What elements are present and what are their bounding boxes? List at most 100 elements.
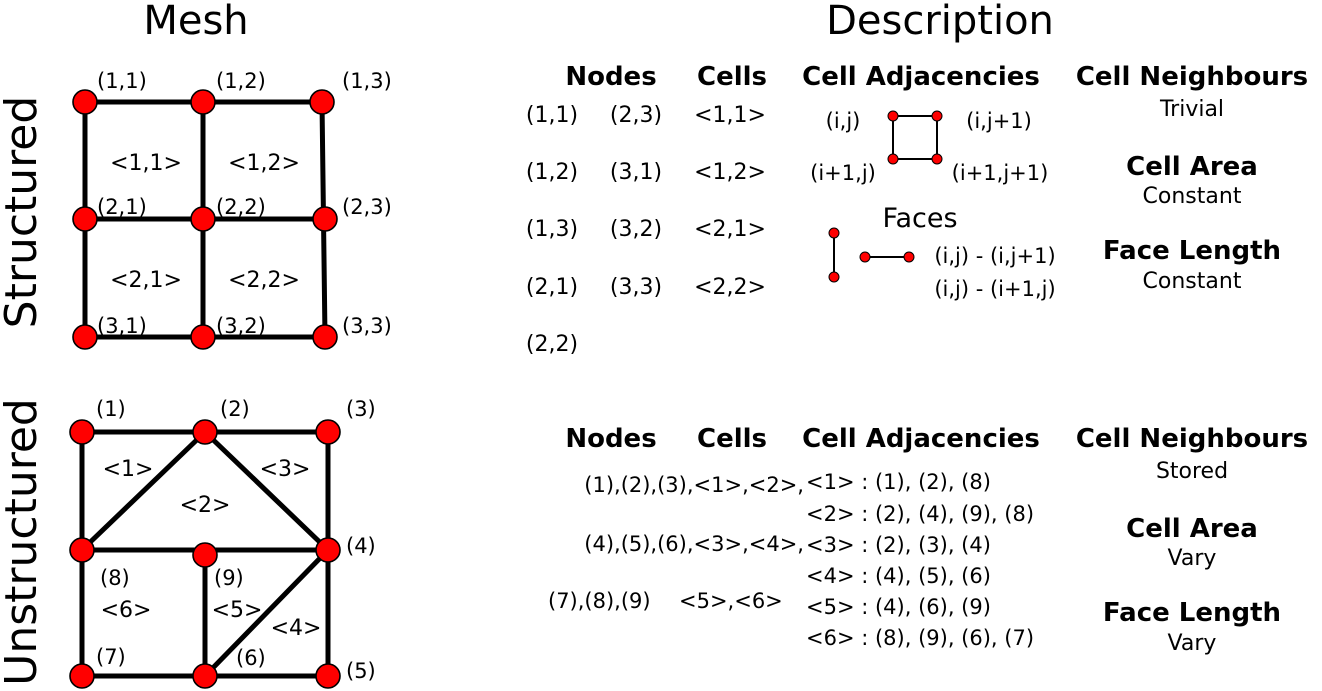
adjacency-entry: <1> : (1), (2), (8): [806, 470, 991, 494]
cell-area-title: Cell Area: [1126, 514, 1258, 544]
mesh-node: [190, 89, 216, 115]
adjacency-entry: <2> : (2), (4), (9), (8): [806, 502, 1034, 526]
node-label: (2,1): [97, 195, 147, 219]
face-length-value: Vary: [1168, 631, 1217, 656]
mesh-node: [190, 206, 216, 232]
mesh-node: [69, 419, 95, 445]
cell-label: <4>: [271, 616, 322, 641]
node-label: (4): [346, 534, 376, 558]
node-label: (3,1): [97, 314, 147, 338]
mesh-header: Mesh: [143, 0, 248, 44]
mesh-node: [192, 542, 218, 568]
node-label: (5): [346, 659, 376, 683]
mesh-edge: [79, 429, 208, 553]
adjacency-corner-label: (i,j+1): [966, 109, 1032, 133]
node-cell-entry: (1),(2),(3),<1>,<2>,: [584, 473, 804, 497]
node-label: (8): [100, 566, 130, 590]
unstructured-mesh: (1) (2) (3) (4) (5) (6) (7) (8) (9) <1> …: [69, 397, 376, 689]
mesh-node: [192, 663, 218, 689]
face-length-title: Face Length: [1103, 598, 1281, 628]
cell-label: <1,1>: [110, 151, 182, 176]
mesh-node: [309, 89, 335, 115]
face-entry: (i,j) - (i,j+1): [934, 244, 1055, 268]
cell-entry: <1,1>: [694, 103, 766, 128]
node-entry: (1,1): [526, 103, 578, 128]
node-label: (2,3): [342, 195, 392, 219]
face-length-title: Face Length: [1103, 236, 1281, 266]
node-label: (1,3): [342, 69, 392, 93]
cell-entry: <2,2>: [694, 275, 766, 300]
col-header-neighbours: Cell Neighbours: [1076, 62, 1308, 92]
node-label: (7): [96, 645, 126, 669]
adjacency-square-outline: [892, 115, 938, 160]
cell-label: <2,2>: [228, 268, 300, 293]
mesh-node: [312, 206, 338, 232]
faces-title: Faces: [882, 203, 957, 234]
adjacency-entry: <3> : (2), (3), (4): [806, 533, 991, 557]
face-node: [828, 271, 840, 283]
mesh-node: [190, 324, 216, 350]
mesh-node: [315, 537, 341, 563]
node-entry: (3,1): [610, 160, 662, 185]
cell-label: <5>: [212, 598, 263, 623]
mesh-node: [315, 419, 341, 445]
col-header-neighbours: Cell Neighbours: [1076, 424, 1308, 454]
adjacency-node: [887, 110, 899, 122]
node-label: (2,2): [216, 195, 266, 219]
faces-icon: [828, 227, 915, 283]
mesh-edge: [202, 429, 331, 553]
adjacency-square-icon: [887, 110, 943, 165]
adjacency-entry: <6> : (8), (9), (6), (7): [806, 626, 1034, 650]
cell-area-value: Vary: [1168, 546, 1217, 571]
face-node: [903, 251, 915, 263]
face-node: [859, 251, 871, 263]
neighbours-value: Stored: [1156, 459, 1228, 484]
adjacency-node: [931, 153, 943, 165]
adjacency-corner-label: (i,j): [826, 109, 861, 133]
node-label: (1): [96, 397, 126, 421]
mesh-node: [72, 206, 98, 232]
col-header-nodes: Nodes: [565, 62, 656, 92]
cell-entry: <2,1>: [694, 217, 766, 242]
structured-mesh: (1,1) (1,2) (1,3) (2,1) (2,2) (2,3) (3,1…: [72, 69, 392, 350]
col-header-adjacencies: Cell Adjacencies: [802, 424, 1040, 454]
node-label: (3): [346, 397, 376, 421]
node-cell-entry: (7),(8),(9): [548, 589, 651, 613]
mesh-edge: [202, 547, 331, 679]
node-entry: (2,1): [526, 275, 578, 300]
adjacency-entry: <5> : (4), (6), (9): [806, 595, 991, 619]
cell-area-title: Cell Area: [1126, 152, 1258, 182]
mesh-node: [72, 324, 98, 350]
mesh-node: [69, 537, 95, 563]
node-label: (9): [214, 566, 244, 590]
cell-label: <6>: [101, 598, 152, 623]
mesh-node: [192, 419, 218, 445]
node-entry: (2,3): [610, 103, 662, 128]
cell-entry: <1,2>: [694, 160, 766, 185]
structured-description: Nodes Cells Cell Adjacencies Cell Neighb…: [526, 62, 1308, 357]
unstructured-side-label: Unstructured: [0, 398, 47, 686]
mesh-node: [312, 324, 338, 350]
node-entry: (2,2): [526, 332, 578, 357]
node-label: (1,1): [97, 69, 147, 93]
adjacency-node: [887, 153, 899, 165]
col-header-nodes: Nodes: [565, 424, 656, 454]
neighbours-value: Trivial: [1159, 97, 1224, 122]
face-node: [828, 227, 840, 239]
node-label: (3,3): [342, 314, 392, 338]
node-entry: (1,2): [526, 160, 578, 185]
face-entry: (i,j) - (i+1,j): [934, 277, 1055, 301]
cell-label: <1>: [103, 457, 154, 482]
adjacency-entry: <4> : (4), (5), (6): [806, 564, 991, 588]
cell-area-value: Constant: [1143, 184, 1242, 209]
node-label: (3,2): [216, 314, 266, 338]
node-label: (1,2): [216, 69, 266, 93]
node-label: (2): [220, 397, 250, 421]
node-label: (6): [236, 646, 266, 670]
mesh-node: [72, 89, 98, 115]
face-length-value: Constant: [1143, 269, 1242, 294]
col-header-cells: Cells: [697, 62, 767, 92]
col-header-cells: Cells: [697, 424, 767, 454]
cells-tail-entry: <5>,<6>: [679, 589, 783, 613]
